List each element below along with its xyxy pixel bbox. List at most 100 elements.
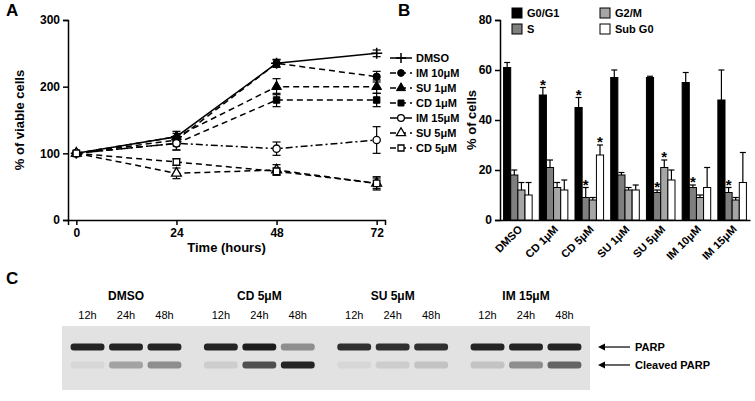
marker: [71, 148, 81, 157]
lane-label: 24h: [383, 309, 401, 321]
band: [204, 361, 238, 368]
error-cap: [273, 106, 281, 107]
tick-label: 80: [479, 13, 493, 27]
lane-label: 24h: [517, 309, 535, 321]
series-line: [76, 53, 376, 153]
bar: [654, 193, 661, 221]
band: [242, 344, 276, 351]
tick: 300: [40, 13, 68, 27]
bar: [504, 68, 511, 221]
bar: [704, 188, 711, 221]
error-cap: [718, 69, 724, 70]
legend-label: S: [527, 23, 534, 35]
error-bar: [697, 195, 703, 198]
bar: [546, 168, 553, 221]
error-cap: [526, 182, 532, 183]
error-cap: [373, 126, 381, 127]
bar: [511, 175, 518, 220]
marker: [373, 73, 380, 80]
arrow-head: [598, 344, 605, 351]
marker: [173, 159, 179, 165]
x-axis: DMSOCD 1μMCD 5μMSU 1μMSU 5μMIM 10μMIM 15…: [493, 220, 751, 262]
legend-swatch: [512, 24, 522, 34]
tick-mark: [63, 220, 68, 222]
error-cap: [590, 197, 596, 198]
annotation: *: [540, 76, 546, 93]
bar: [646, 78, 653, 221]
axis-line: [63, 21, 69, 221]
legend-label: DMSO: [416, 52, 449, 64]
error-cap: [172, 136, 180, 137]
tick-label: CD 1μM: [523, 223, 560, 260]
bar: [575, 108, 582, 221]
error-cap: [373, 71, 381, 72]
lane-label: 48h: [555, 309, 573, 321]
legend-item: IM 15μM: [390, 112, 459, 124]
series-line: [76, 100, 376, 153]
plot-area: [71, 48, 382, 190]
error-cap: [633, 184, 639, 185]
band: [414, 344, 448, 351]
bar: [611, 78, 618, 221]
legend-item: CD 1μM: [390, 97, 457, 109]
bar: [618, 175, 625, 220]
band: [471, 361, 505, 368]
marker: [73, 150, 79, 156]
error-stem: [557, 183, 558, 188]
marker: [373, 97, 379, 103]
error-cap: [273, 141, 281, 142]
band: [109, 344, 143, 351]
legend-item: SU 5μM: [390, 127, 456, 139]
legend-marker: [396, 53, 406, 63]
tick-label: 24: [170, 226, 184, 240]
marker: [73, 150, 80, 157]
tick: SU 1μM: [595, 220, 632, 260]
band: [281, 361, 315, 368]
band: [71, 361, 105, 368]
tick: IM 10μM: [664, 220, 703, 262]
axis-line: [69, 221, 386, 226]
band: [509, 361, 543, 368]
legend-marker: [396, 128, 405, 136]
panel-label: B: [398, 1, 410, 20]
tick-label: SU 5μM: [630, 223, 667, 260]
legend-label: CD 5μM: [416, 142, 457, 154]
legend-label: SU 5μM: [416, 127, 456, 139]
group-label: IM 15μM: [502, 289, 549, 303]
bar: [539, 95, 546, 220]
marker: [273, 145, 280, 152]
annotation: *: [661, 148, 667, 165]
lane-label: 12h: [478, 309, 496, 321]
error-bar: [668, 170, 674, 180]
tick-mark: [376, 220, 378, 225]
tick-label: DMSO: [493, 223, 525, 255]
band: [337, 344, 371, 351]
band-label: Cleaved PARP: [635, 359, 710, 371]
error-stem: [721, 70, 722, 100]
panel-label: C: [6, 269, 18, 288]
band: [71, 344, 105, 351]
bar: [632, 190, 639, 220]
legend-label: IM 15μM: [416, 112, 459, 124]
legend: DMSOIM 10μMSU 1μMCD 1μMIM 15μMSU 5μMCD 5…: [390, 52, 459, 154]
error-stem: [707, 168, 708, 188]
error-bar: [718, 70, 724, 100]
band: [376, 361, 410, 368]
error-bar: [611, 70, 617, 78]
legend-item: G2/M: [600, 7, 642, 19]
error-bar: [373, 177, 381, 190]
bar: [561, 190, 568, 220]
tick-label: 40: [479, 113, 493, 127]
band: [148, 344, 182, 351]
lane-label: 12h: [212, 309, 230, 321]
error-bar: [273, 165, 281, 176]
annotation: *: [690, 173, 696, 190]
error-bar: [273, 142, 281, 155]
lane-label: 12h: [78, 309, 96, 321]
error-bar: [273, 60, 281, 67]
error-cap: [697, 194, 703, 195]
error-cap: [611, 69, 617, 70]
tick-mark: [495, 120, 500, 122]
error-cap: [373, 189, 381, 190]
lane-label: 48h: [289, 309, 307, 321]
